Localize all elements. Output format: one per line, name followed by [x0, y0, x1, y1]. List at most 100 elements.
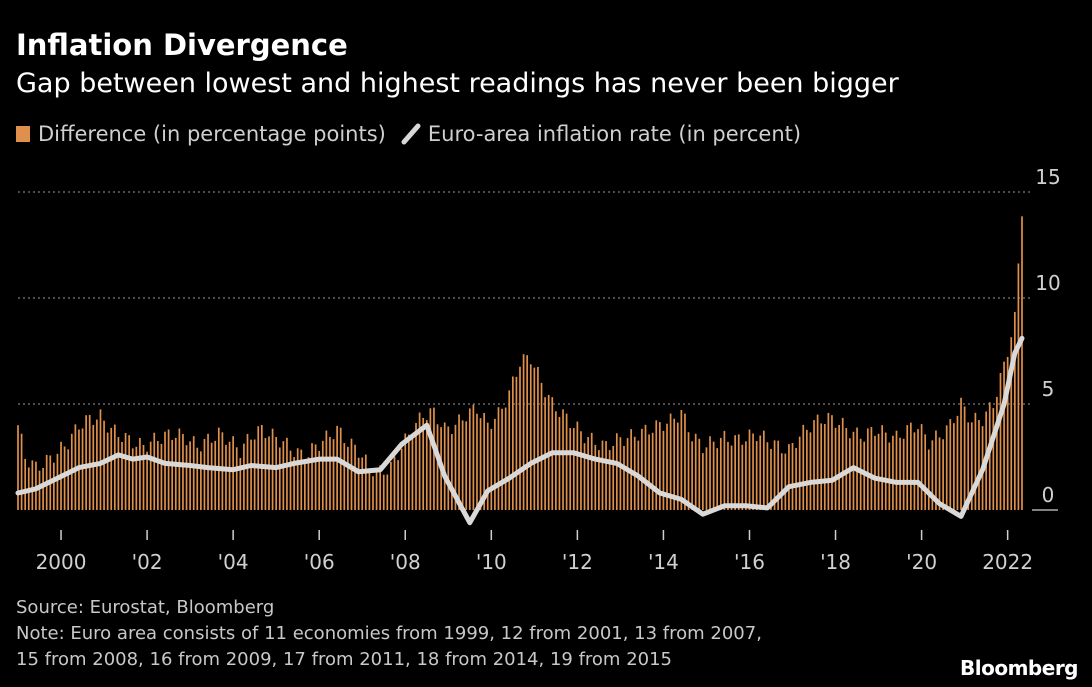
bar-difference: [745, 441, 747, 510]
legend-item-inflation: Euro-area inflation rate (in percent): [400, 122, 801, 146]
bar-difference: [422, 417, 425, 510]
bar-difference: [823, 424, 826, 510]
source-note: Source: Eurostat, Bloomberg: [16, 597, 275, 618]
bar-difference: [63, 446, 66, 510]
bar-difference: [684, 413, 686, 510]
bar-difference: [734, 435, 736, 510]
chart-legend: Difference (in percentage points) Euro-a…: [16, 122, 815, 146]
bar-difference: [533, 367, 536, 510]
bar-difference: [716, 448, 719, 510]
bar-difference: [927, 449, 930, 510]
bar-difference: [433, 407, 435, 510]
bar-difference: [407, 434, 410, 510]
bar-difference: [709, 436, 711, 510]
bar-difference: [913, 432, 916, 510]
bar-difference: [121, 441, 123, 510]
bar-difference: [1006, 356, 1009, 510]
bar-difference: [673, 418, 676, 510]
bar-difference: [38, 470, 41, 510]
bar-difference: [849, 438, 851, 510]
bar-difference: [970, 422, 973, 510]
bar-difference: [200, 451, 202, 510]
bar-difference: [680, 410, 683, 510]
bar-difference: [289, 450, 292, 510]
bar-difference: [339, 427, 342, 510]
bar-difference: [196, 447, 199, 510]
bar-difference: [192, 436, 195, 510]
bar-difference: [386, 474, 389, 510]
bar-difference: [773, 440, 776, 510]
bar-difference: [361, 457, 364, 510]
bar-difference: [350, 438, 353, 510]
bar-difference: [56, 453, 59, 510]
bar-difference: [666, 423, 668, 510]
bar-difference: [806, 429, 808, 510]
bar-difference: [135, 446, 138, 510]
bar-difference: [268, 436, 270, 510]
bar-difference: [501, 408, 503, 510]
bar-difference: [164, 431, 166, 510]
bar-difference: [938, 437, 941, 510]
bar-difference: [92, 424, 95, 510]
x-tick-label: '18: [820, 550, 851, 574]
x-tick-label: '06: [304, 550, 335, 574]
bar-difference: [397, 460, 399, 510]
bar-difference: [436, 424, 439, 510]
bar-difference: [960, 397, 962, 510]
x-tick-label: '02: [132, 550, 163, 574]
bar-difference: [479, 418, 482, 510]
bar-difference: [827, 412, 830, 510]
bar-difference: [476, 413, 478, 510]
bar-difference: [526, 355, 529, 510]
bar-difference: [802, 424, 805, 510]
bar-difference: [153, 432, 156, 510]
bar-difference: [583, 443, 586, 510]
x-tick-label: '04: [218, 550, 249, 574]
bar-difference: [203, 439, 206, 510]
bar-difference: [357, 457, 360, 510]
bar-difference: [472, 404, 475, 510]
bar-difference: [468, 408, 471, 510]
legend-bar-swatch: [16, 126, 30, 142]
bar-difference: [110, 427, 113, 510]
bar-difference: [988, 402, 991, 510]
bar-difference: [795, 447, 797, 510]
bar-difference: [131, 448, 134, 510]
bar-difference: [874, 435, 876, 510]
bar-difference: [558, 416, 561, 510]
bar-difference: [572, 428, 575, 510]
y-tick-label: 15: [1035, 165, 1060, 189]
legend-item-difference: Difference (in percentage points): [16, 122, 386, 146]
bar-difference: [788, 444, 790, 510]
bar-difference: [705, 447, 708, 510]
bar-difference: [207, 433, 209, 510]
bar-difference: [429, 408, 432, 510]
bar-difference: [232, 436, 234, 510]
bar-difference: [605, 441, 607, 510]
bar-difference: [748, 429, 751, 510]
bar-difference: [146, 451, 148, 510]
bar-difference: [615, 433, 618, 510]
bar-difference: [1003, 361, 1005, 510]
bar-difference: [486, 422, 489, 510]
bar-difference: [490, 428, 493, 510]
bar-difference: [770, 448, 772, 510]
bar-difference: [508, 390, 511, 510]
bar-difference: [282, 441, 285, 510]
bar-difference: [142, 444, 145, 510]
bar-difference: [124, 432, 127, 510]
bar-difference: [296, 448, 299, 510]
bar-difference: [42, 467, 44, 510]
bar-difference: [809, 432, 812, 510]
legend-line-swatch: [401, 123, 421, 145]
bar-difference: [300, 449, 303, 510]
bar-difference: [590, 432, 593, 510]
bar-difference: [651, 432, 654, 510]
note-line-1: Note: Euro area consists of 11 economies…: [16, 623, 762, 644]
bar-difference: [20, 433, 23, 510]
bar-difference: [587, 437, 589, 510]
bar-difference: [694, 433, 697, 510]
bar-difference: [497, 407, 500, 510]
bar-difference: [174, 437, 177, 510]
